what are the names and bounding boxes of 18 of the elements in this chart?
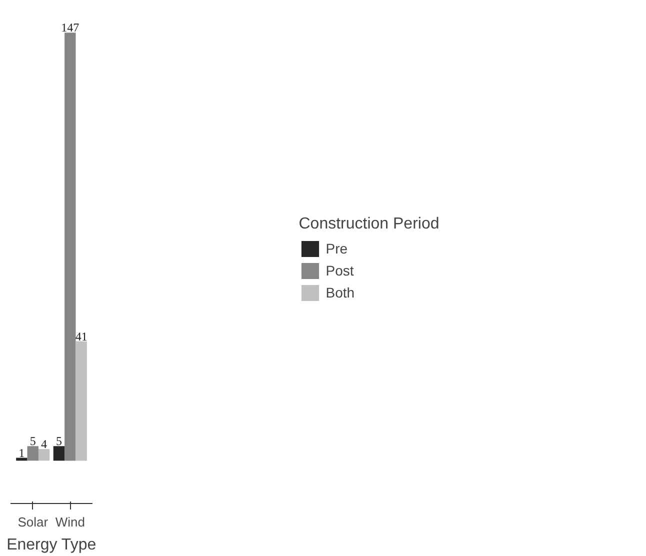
legend-label: Pre — [326, 240, 348, 256]
data-label: 147 — [61, 20, 80, 35]
bar — [64, 32, 76, 461]
data-label: 1 — [18, 446, 25, 460]
data-label: 5 — [56, 434, 62, 448]
x-tick-label: Solar — [18, 514, 49, 530]
legend-label: Post — [326, 262, 354, 278]
x-axis-title: Energy Type — [6, 536, 96, 554]
bar — [53, 446, 65, 461]
bar — [27, 446, 38, 461]
bar — [38, 449, 50, 461]
data-label: 4 — [41, 437, 48, 452]
x-tick-label: Wind — [55, 514, 85, 530]
bar — [76, 341, 87, 461]
legend-title: Construction Period — [298, 216, 440, 234]
data-label: 41 — [75, 329, 88, 344]
legend-label: Both — [326, 284, 355, 300]
data-label: 5 — [30, 434, 36, 448]
